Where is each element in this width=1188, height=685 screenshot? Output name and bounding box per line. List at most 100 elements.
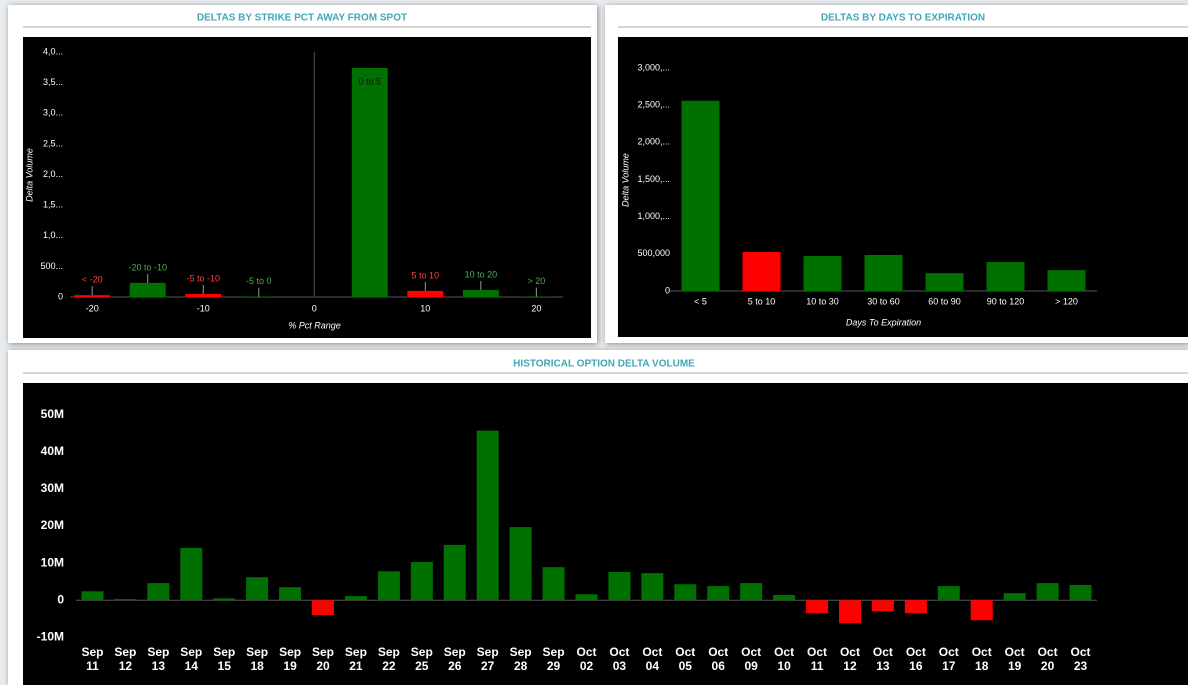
bar (180, 547, 203, 601)
x-tick-label: 10 to 30 (806, 296, 839, 306)
y-tick-label: 0 (57, 592, 64, 606)
bar (742, 251, 781, 291)
x-tick-label: 90 to 120 (987, 296, 1025, 306)
y-tick-label: 500,000 (637, 248, 670, 258)
x-tick-label: 30 to 60 (867, 296, 900, 306)
x-tick-label: Sep 28 (509, 645, 532, 673)
x-tick-label: Sep 18 (246, 645, 269, 673)
x-tick-label: Sep 29 (542, 645, 565, 673)
x-tick-label: Oct 05 (675, 645, 696, 673)
x-tick-label: 0 (312, 303, 317, 313)
y-tick-label: -10M (37, 629, 64, 643)
x-tick-label: 10 (420, 303, 430, 313)
y-axis-label: Delta Volume (620, 153, 630, 207)
bar-label: -20 to -10 (128, 262, 167, 272)
x-tick-label: > 120 (1055, 296, 1078, 306)
y-tick-label: 3,5... (43, 77, 63, 87)
y-tick-label: 40M (41, 444, 64, 458)
x-tick-label: 60 to 90 (928, 296, 961, 306)
bar (1047, 270, 1086, 291)
x-tick-label: Sep 14 (180, 645, 203, 673)
bar-label: > 20 (527, 276, 545, 286)
x-axis-label: % Pct Range (288, 320, 341, 330)
bar (925, 273, 964, 291)
x-tick-label: Oct 18 (971, 645, 992, 673)
x-tick-label: Oct 11 (807, 645, 828, 673)
x-tick-label: Oct 19 (1004, 645, 1025, 673)
y-axis-label: Delta Volume (24, 148, 34, 202)
y-tick-label: 2,5... (43, 138, 63, 148)
bar (81, 591, 104, 601)
x-tick-label: Oct 16 (905, 645, 926, 673)
bar (904, 600, 927, 614)
y-tick-label: 2,500,... (637, 100, 670, 110)
bar (1003, 593, 1026, 601)
bar (740, 583, 763, 601)
bar (681, 100, 720, 291)
bar (240, 296, 277, 298)
bar (246, 577, 269, 601)
bar-label: -5 to 0 (246, 276, 272, 286)
x-tick-label: Sep 12 (114, 645, 137, 673)
y-tick-label: 30M (41, 481, 64, 495)
y-tick-label: 10M (41, 555, 64, 569)
bar (575, 594, 598, 601)
x-tick-label: Oct 12 (839, 645, 860, 673)
x-tick-label: 5 to 10 (748, 296, 776, 306)
y-tick-label: 2,000,... (637, 137, 670, 147)
bar (937, 586, 960, 601)
y-tick-label: 50M (41, 407, 64, 421)
bar (74, 295, 111, 297)
bar-label: 5 to 10 (412, 270, 440, 280)
chart-title: HISTORICAL OPTION DELTA VOLUME (513, 359, 695, 370)
bar (803, 256, 842, 291)
bar (773, 594, 796, 601)
x-tick-label: Sep 22 (377, 645, 400, 673)
chart-title: DELTAS BY DAYS TO EXPIRATION (821, 13, 985, 24)
x-tick-label: Oct 17 (938, 645, 959, 673)
bar (407, 290, 444, 297)
chart-title: DELTAS BY STRIKE PCT AWAY FROM SPOT (197, 13, 407, 24)
bar (608, 571, 631, 601)
bar (1036, 583, 1059, 601)
bar (806, 600, 829, 614)
x-tick-label: Oct 04 (642, 645, 663, 673)
plot-area (23, 37, 591, 338)
x-tick-label: Oct 03 (609, 645, 630, 673)
bar (344, 596, 367, 601)
bar-label: 0 to 5 (359, 76, 382, 86)
x-tick-label: Sep 26 (443, 645, 466, 673)
x-tick-label: -10 (197, 303, 210, 313)
bar-label: -5 to -10 (186, 273, 220, 283)
x-tick-label: -20 (86, 303, 99, 313)
x-tick-label: Oct 06 (708, 645, 729, 673)
x-tick-label: Sep 25 (410, 645, 433, 673)
bar (279, 587, 302, 601)
x-tick-label: Sep 21 (344, 645, 367, 673)
bar (410, 561, 433, 601)
bar (871, 600, 894, 612)
bar (114, 599, 137, 601)
x-tick-label: Sep 11 (81, 645, 104, 673)
bar (838, 600, 861, 624)
y-tick-label: 2,0... (43, 169, 63, 179)
x-axis-label: Days To Expiration (846, 317, 921, 327)
x-tick-label: Sep 20 (312, 645, 335, 673)
x-tick-label: < 5 (694, 296, 707, 306)
x-tick-label: Sep 19 (279, 645, 302, 673)
y-tick-label: 1,5... (43, 200, 63, 210)
bar (986, 262, 1025, 291)
x-tick-label: Oct 23 (1070, 645, 1091, 673)
bar (443, 544, 466, 601)
bar (518, 296, 555, 298)
y-tick-label: 4,0... (43, 46, 63, 56)
bar (476, 430, 499, 601)
x-tick-label: Oct 02 (576, 645, 597, 673)
y-tick-label: 1,000,... (637, 211, 670, 221)
x-tick-label: Oct 13 (872, 645, 893, 673)
y-tick-label: 0 (58, 291, 63, 301)
bar (351, 67, 388, 297)
y-tick-label: 0 (665, 285, 670, 295)
